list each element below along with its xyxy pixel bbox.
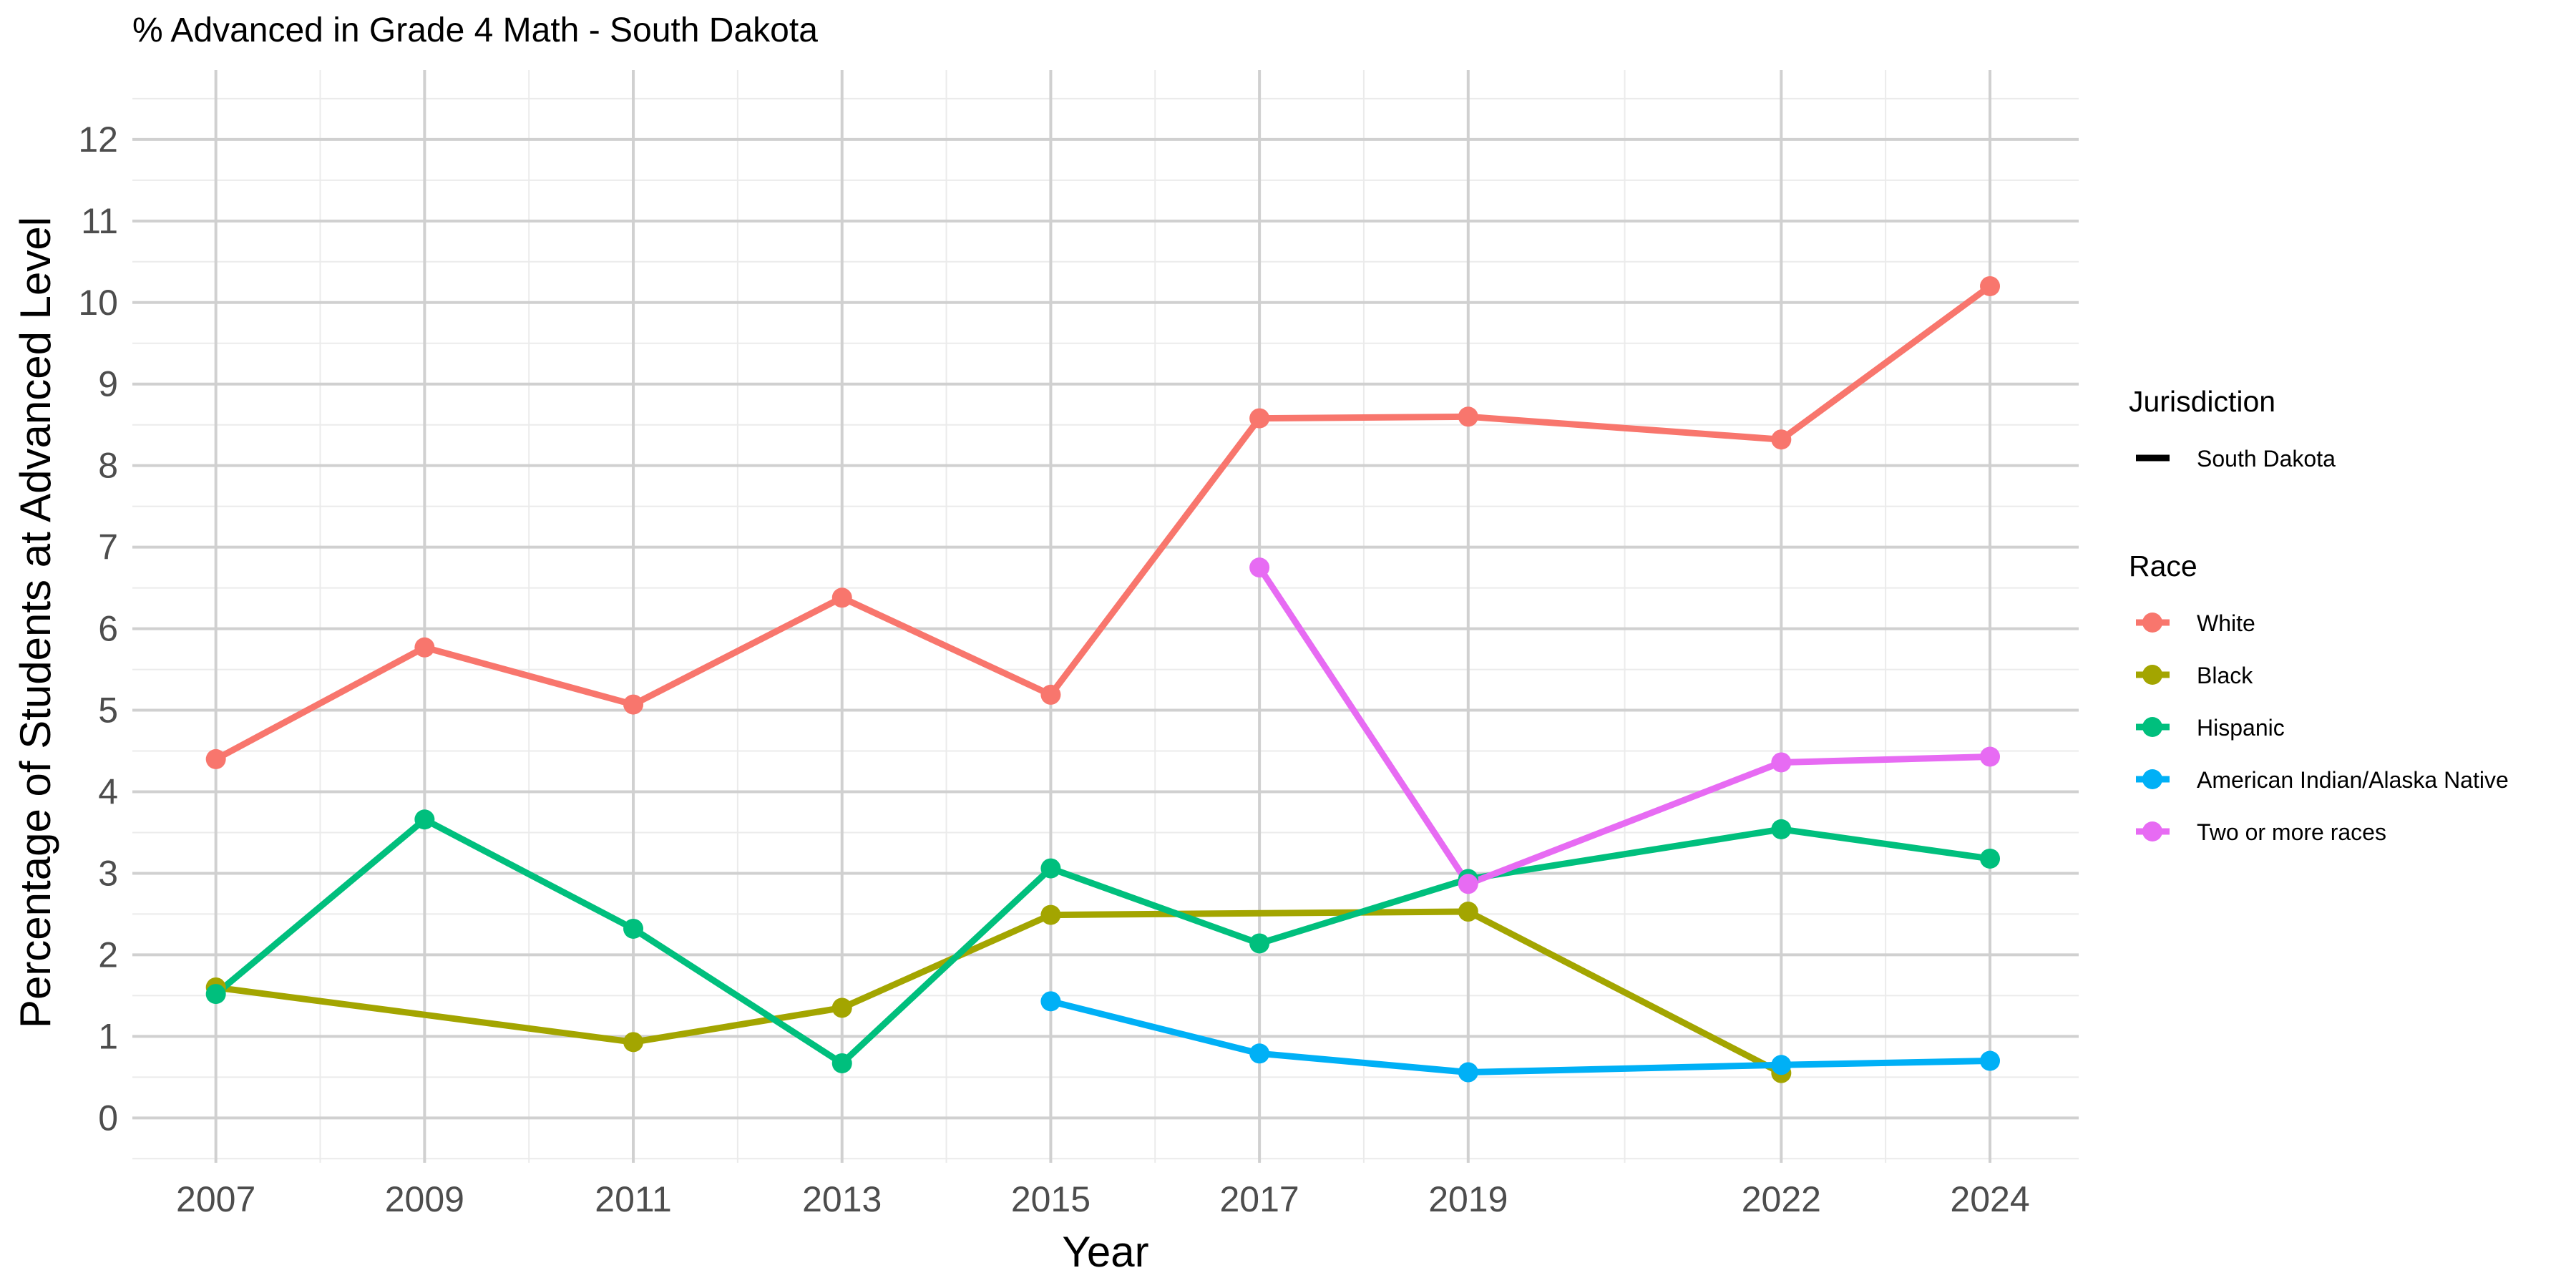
data-point-white — [1458, 406, 1478, 427]
data-point-black — [623, 1032, 644, 1053]
data-point-white — [1980, 275, 2001, 296]
data-point-two-or-more-races — [1771, 752, 1792, 773]
legend-jurisdiction-item: South Dakota — [2197, 446, 2336, 472]
x-tick-label: 2015 — [1011, 1179, 1091, 1219]
data-point-white — [1771, 429, 1792, 450]
y-tick-label: 2 — [98, 935, 118, 975]
data-point-hispanic — [205, 984, 226, 1005]
data-point-american-indian-alaska-native — [1458, 1062, 1478, 1083]
y-tick-label: 5 — [98, 691, 118, 731]
series-line-two-or-more-races — [1256, 564, 1994, 887]
minor-grid — [132, 70, 2079, 1163]
data-point-hispanic — [831, 1053, 852, 1073]
legend-race-items: White Black Hispanic American Indian/Alaska… — [2136, 610, 2509, 845]
data-point-two-or-more-races — [1249, 557, 1270, 578]
legend-key-point-white — [2142, 613, 2162, 633]
x-tick-label: 2022 — [1742, 1179, 1821, 1219]
data-point-white — [1040, 684, 1061, 705]
data-point-two-or-more-races — [1458, 874, 1478, 894]
x-tick-label: 2019 — [1428, 1179, 1508, 1219]
data-point-hispanic — [1980, 848, 2001, 869]
series-layer — [205, 275, 2001, 1083]
x-tick-label: 2024 — [1950, 1179, 2029, 1219]
y-tick-label: 0 — [98, 1098, 118, 1138]
y-tick-label: 1 — [98, 1016, 118, 1056]
legend-race-title: Race — [2129, 550, 2197, 582]
series-line-black — [213, 908, 1785, 1077]
data-point-two-or-more-races — [1980, 746, 2001, 767]
data-point-white — [831, 587, 852, 608]
data-point-black — [1040, 904, 1061, 925]
legend-label-two-or-more-races: Two or more races — [2197, 819, 2386, 845]
y-tick-label: 10 — [78, 283, 118, 323]
data-point-american-indian-alaska-native — [1040, 991, 1061, 1012]
x-tick-label: 2017 — [1220, 1179, 1299, 1219]
y-tick-label: 4 — [98, 772, 118, 812]
data-point-hispanic — [623, 918, 644, 939]
x-tick-label: 2011 — [595, 1179, 672, 1219]
data-point-white — [414, 637, 435, 658]
legend-label-hispanic: Hispanic — [2197, 715, 2285, 741]
legend-key-point-american-indian-alaska-native — [2142, 769, 2162, 789]
legend-jurisdiction-title: Jurisdiction — [2129, 385, 2275, 418]
y-axis-label: Percentage of Students at Advanced Level — [11, 217, 59, 1028]
legend-label-black: Black — [2197, 663, 2253, 688]
legend: Jurisdiction South Dakota Race White Blac… — [2129, 385, 2509, 845]
x-tick-label: 2007 — [176, 1179, 255, 1219]
x-axis-ticks: 2007 2009 2011 2013 2015 2017 2019 2022 2024 — [176, 1179, 2030, 1219]
legend-label-american-indian-alaska-native: American Indian/Alaska Native — [2197, 767, 2509, 793]
legend-key-point-hispanic — [2142, 717, 2162, 737]
x-axis-label: Year — [1062, 1228, 1148, 1276]
data-point-hispanic — [1040, 858, 1061, 879]
legend-label-white: White — [2197, 610, 2255, 636]
x-tick-label: 2009 — [385, 1179, 464, 1219]
data-point-american-indian-alaska-native — [1249, 1043, 1270, 1064]
y-tick-label: 7 — [98, 527, 118, 567]
x-tick-label: 2013 — [802, 1179, 882, 1219]
data-point-american-indian-alaska-native — [1771, 1055, 1792, 1075]
y-tick-label: 6 — [98, 609, 118, 649]
data-point-black — [831, 997, 852, 1018]
chart-title: % Advanced in Grade 4 Math - South Dakot… — [132, 11, 818, 49]
y-tick-label: 11 — [81, 201, 118, 241]
y-tick-label: 8 — [98, 446, 118, 486]
data-point-white — [623, 694, 644, 715]
data-point-hispanic — [414, 809, 435, 830]
y-tick-label: 9 — [98, 364, 118, 404]
data-point-american-indian-alaska-native — [1980, 1050, 2001, 1071]
major-grid — [132, 70, 2079, 1163]
legend-key-point-two-or-more-races — [2142, 821, 2162, 841]
data-point-white — [1249, 408, 1270, 429]
y-tick-label: 3 — [98, 853, 118, 893]
y-tick-label: 12 — [78, 119, 118, 160]
data-point-white — [205, 748, 226, 769]
data-point-black — [1458, 902, 1478, 922]
legend-key-point-black — [2142, 665, 2162, 685]
data-point-hispanic — [1249, 933, 1270, 954]
data-point-hispanic — [1771, 819, 1792, 839]
